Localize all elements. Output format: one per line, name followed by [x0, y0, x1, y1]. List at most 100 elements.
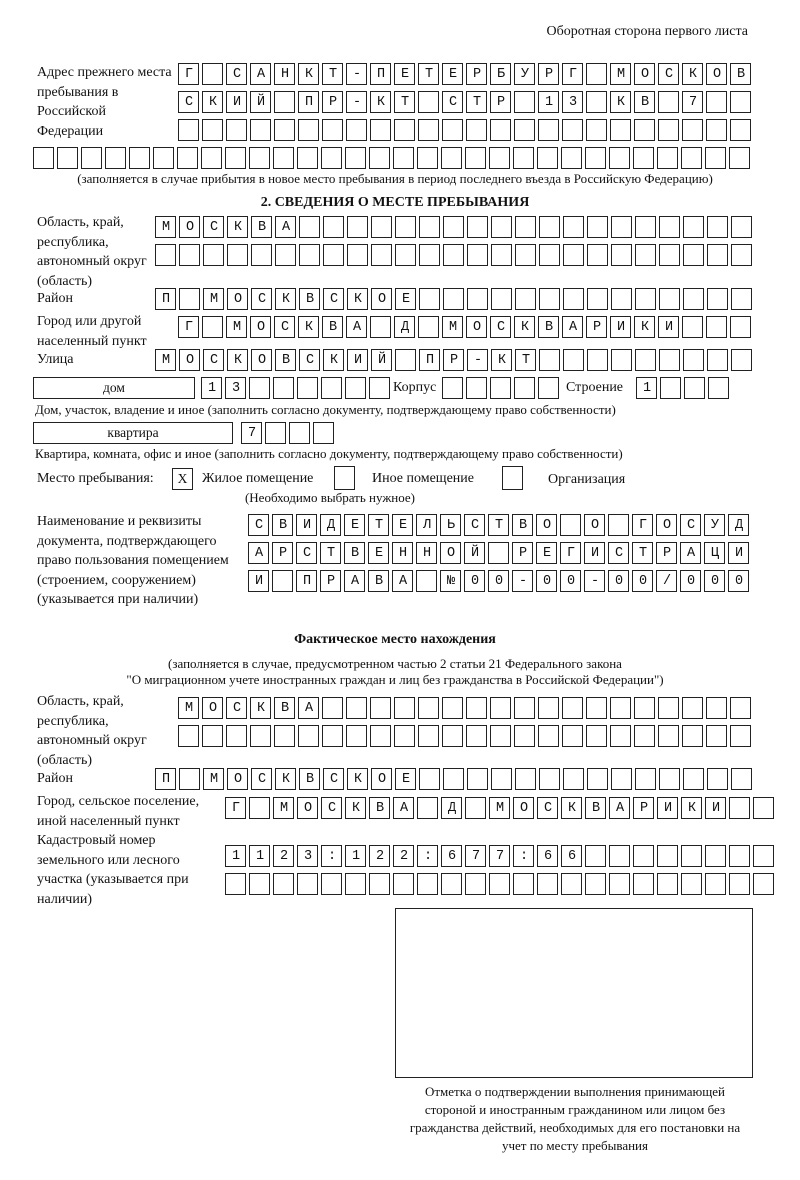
- char-cell[interactable]: [467, 768, 488, 790]
- char-cell[interactable]: [368, 542, 389, 564]
- char-cell[interactable]: [465, 797, 486, 819]
- char-cell[interactable]: [346, 91, 367, 113]
- char-cell[interactable]: [560, 570, 581, 592]
- char-cell[interactable]: [610, 725, 631, 747]
- char-cell[interactable]: [608, 570, 629, 592]
- char-cell[interactable]: [179, 768, 200, 790]
- char-cell[interactable]: [81, 147, 102, 169]
- char-cell[interactable]: [275, 768, 296, 790]
- char-cell[interactable]: [203, 349, 224, 371]
- char-cell[interactable]: [178, 91, 199, 113]
- char-cell[interactable]: [443, 288, 464, 310]
- char-cell[interactable]: [634, 119, 655, 141]
- char-cell[interactable]: [203, 288, 224, 310]
- char-cell[interactable]: [323, 216, 344, 238]
- char-cell[interactable]: [203, 216, 224, 238]
- char-cell[interactable]: [681, 797, 702, 819]
- char-cell[interactable]: [273, 873, 294, 895]
- char-cell[interactable]: [274, 725, 295, 747]
- char-cell[interactable]: [682, 119, 703, 141]
- char-cell[interactable]: [731, 244, 752, 266]
- char-cell[interactable]: [536, 570, 557, 592]
- char-cell[interactable]: [562, 316, 583, 338]
- char-cell[interactable]: [225, 797, 246, 819]
- char-cell[interactable]: [370, 119, 391, 141]
- char-cell[interactable]: [586, 316, 607, 338]
- char-cell[interactable]: [704, 570, 725, 592]
- char-cell[interactable]: [584, 514, 605, 536]
- char-cell[interactable]: [683, 349, 704, 371]
- char-cell[interactable]: [394, 316, 415, 338]
- char-cell[interactable]: [392, 542, 413, 564]
- char-cell[interactable]: [322, 91, 343, 113]
- char-cell[interactable]: [321, 797, 342, 819]
- char-cell[interactable]: [441, 845, 462, 867]
- char-cell[interactable]: [395, 288, 416, 310]
- char-cell[interactable]: [585, 873, 606, 895]
- char-cell[interactable]: [299, 216, 320, 238]
- char-cell[interactable]: [227, 768, 248, 790]
- char-cell[interactable]: [272, 570, 293, 592]
- char-cell[interactable]: [443, 349, 464, 371]
- char-cell[interactable]: [705, 845, 726, 867]
- char-cell[interactable]: [226, 63, 247, 85]
- char-cell[interactable]: [201, 377, 222, 399]
- char-cell[interactable]: [298, 119, 319, 141]
- prev-address-row-3[interactable]: [178, 119, 754, 142]
- char-cell[interactable]: [226, 119, 247, 141]
- char-cell[interactable]: [465, 873, 486, 895]
- char-cell[interactable]: [633, 147, 654, 169]
- char-cell[interactable]: [370, 725, 391, 747]
- char-cell[interactable]: [298, 63, 319, 85]
- char-cell[interactable]: [681, 845, 702, 867]
- char-cell[interactable]: [369, 377, 390, 399]
- char-cell[interactable]: [416, 542, 437, 564]
- char-cell[interactable]: [129, 147, 150, 169]
- char-cell[interactable]: [419, 288, 440, 310]
- char-cell[interactable]: [344, 514, 365, 536]
- char-cell[interactable]: [682, 316, 703, 338]
- char-cell[interactable]: [586, 725, 607, 747]
- char-cell[interactable]: [441, 797, 462, 819]
- char-cell[interactable]: [346, 63, 367, 85]
- char-cell[interactable]: [419, 768, 440, 790]
- char-cell[interactable]: [610, 316, 631, 338]
- char-cell[interactable]: [272, 514, 293, 536]
- char-cell[interactable]: [706, 316, 727, 338]
- char-cell[interactable]: [658, 91, 679, 113]
- char-cell[interactable]: [274, 316, 295, 338]
- char-cell[interactable]: [155, 349, 176, 371]
- char-cell[interactable]: [730, 697, 751, 719]
- char-cell[interactable]: [418, 119, 439, 141]
- char-cell[interactable]: [273, 377, 294, 399]
- char-cell[interactable]: [274, 119, 295, 141]
- char-cell[interactable]: [707, 768, 728, 790]
- char-cell[interactable]: [560, 514, 581, 536]
- char-cell[interactable]: [633, 873, 654, 895]
- actual-region-row-1[interactable]: МОСКВА: [178, 697, 754, 720]
- char-cell[interactable]: [730, 63, 751, 85]
- char-cell[interactable]: [248, 570, 269, 592]
- char-cell[interactable]: [513, 845, 534, 867]
- char-cell[interactable]: [442, 697, 463, 719]
- char-cell[interactable]: [393, 797, 414, 819]
- char-cell[interactable]: [656, 514, 677, 536]
- char-cell[interactable]: [753, 845, 774, 867]
- prev-address-row-2[interactable]: СКИЙ ПР-КТ СТР 13 КВ 7: [178, 91, 754, 114]
- char-cell[interactable]: [155, 288, 176, 310]
- char-cell[interactable]: [704, 514, 725, 536]
- char-cell[interactable]: [298, 725, 319, 747]
- char-cell[interactable]: [490, 316, 511, 338]
- char-cell[interactable]: [705, 147, 726, 169]
- char-cell[interactable]: [440, 570, 461, 592]
- char-cell[interactable]: [633, 845, 654, 867]
- char-cell[interactable]: [443, 768, 464, 790]
- char-cell[interactable]: [345, 147, 366, 169]
- char-cell[interactable]: [490, 91, 511, 113]
- char-cell[interactable]: [706, 697, 727, 719]
- char-cell[interactable]: [241, 422, 262, 444]
- char-cell[interactable]: [682, 91, 703, 113]
- char-cell[interactable]: [274, 91, 295, 113]
- char-cell[interactable]: [443, 216, 464, 238]
- char-cell[interactable]: [250, 91, 271, 113]
